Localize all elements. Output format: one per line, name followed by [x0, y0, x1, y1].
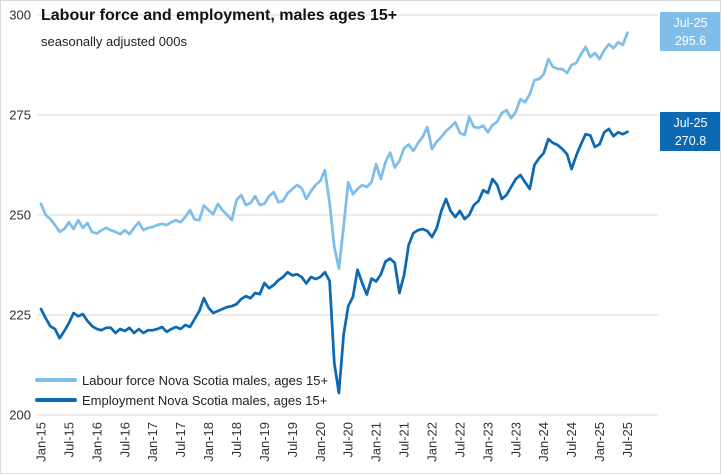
- x-tick-label: Jan-16: [89, 422, 104, 462]
- x-tick-label: Jul-18: [229, 422, 244, 457]
- x-tick-label: Jan-22: [425, 422, 440, 462]
- y-tick-label: 225: [9, 308, 31, 323]
- chart-title: Labour force and employment, males ages …: [41, 7, 398, 24]
- x-tick-label: Jan-15: [34, 422, 49, 462]
- x-tick-label: Jan-24: [536, 422, 551, 462]
- employment-data-label: Jul-25 270.8: [660, 112, 720, 151]
- labour-force-line-swatch: [35, 378, 77, 382]
- y-tick-label: 200: [9, 408, 31, 423]
- employment-data-label-value: 270.8: [674, 133, 707, 148]
- x-tick-label: Jan-17: [145, 422, 160, 462]
- y-tick-label: 275: [9, 108, 31, 123]
- x-tick-label: Jan-19: [257, 422, 272, 462]
- x-tick-label: Jul-25: [620, 422, 635, 457]
- labour-force-data-label: Jul-25 295.6: [660, 12, 720, 51]
- labour-force-data-label-value: 295.6: [674, 33, 707, 48]
- x-tick-label: Jul-15: [61, 422, 76, 457]
- x-tick-label: Jul-17: [173, 422, 188, 457]
- labour-force-line: [39, 31, 629, 270]
- employment-line: [39, 127, 629, 395]
- labour-force-data-label-period: Jul-25: [673, 15, 708, 30]
- chart-subtitle: seasonally adjusted 000s: [41, 34, 187, 49]
- x-tick-label: Jul-20: [341, 422, 356, 457]
- x-tick-label: Jul-24: [564, 422, 579, 457]
- x-tick-label: Jul-19: [285, 422, 300, 457]
- x-tick-label: Jul-23: [508, 422, 523, 457]
- x-tick-label: Jul-16: [117, 422, 132, 457]
- legend-item-employment: Employment Nova Scotia males, ages 15+: [35, 390, 328, 410]
- legend-label-labour-force: Labour force Nova Scotia males, ages 15+: [82, 372, 329, 388]
- y-tick-label: 250: [9, 208, 31, 223]
- x-tick-label: Jan-18: [201, 422, 216, 462]
- employment-data-label-period: Jul-25: [673, 115, 708, 130]
- legend-item-labour-force: Labour force Nova Scotia males, ages 15+: [35, 370, 328, 390]
- y-tick-label: 300: [9, 8, 31, 23]
- legend: Labour force Nova Scotia males, ages 15+…: [35, 370, 328, 410]
- x-tick-label: Jan-20: [313, 422, 328, 462]
- x-tick-label: Jan-21: [369, 422, 384, 462]
- legend-label-employment: Employment Nova Scotia males, ages 15+: [82, 392, 328, 408]
- x-tick-label: Jan-25: [592, 422, 607, 462]
- x-tick-label: Jan-23: [480, 422, 495, 462]
- x-tick-label: Jul-22: [452, 422, 467, 457]
- employment-line-swatch: [35, 398, 77, 402]
- x-tick-label: Jul-21: [397, 422, 412, 457]
